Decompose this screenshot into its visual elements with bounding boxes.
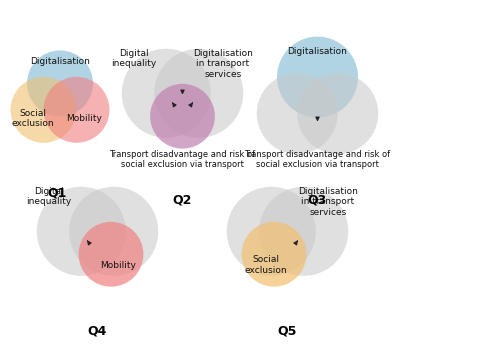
Text: Social
exclusion: Social exclusion: [11, 109, 54, 128]
Text: Digital
inequality: Digital inequality: [112, 49, 156, 68]
Text: Transport disadvantage and risk of
social exclusion via transport: Transport disadvantage and risk of socia…: [244, 150, 390, 169]
Circle shape: [78, 222, 144, 287]
Circle shape: [257, 73, 338, 154]
Circle shape: [44, 77, 110, 143]
Circle shape: [259, 187, 348, 276]
Text: Q3: Q3: [308, 194, 327, 207]
Text: Digitalisation: Digitalisation: [288, 47, 348, 56]
Circle shape: [154, 49, 243, 138]
Circle shape: [242, 222, 306, 287]
Text: Mobility: Mobility: [66, 114, 102, 123]
Text: Transport disadvantage and risk of
social exclusion via transport: Transport disadvantage and risk of socia…: [110, 150, 256, 169]
Text: Q2: Q2: [173, 194, 192, 207]
Text: Q5: Q5: [278, 325, 297, 338]
Text: Mobility: Mobility: [100, 260, 136, 269]
Circle shape: [10, 77, 76, 143]
Text: Q4: Q4: [88, 325, 107, 338]
Text: Digital
inequality: Digital inequality: [26, 187, 72, 206]
Text: Digitalisation
in transport
services: Digitalisation in transport services: [298, 187, 358, 217]
Circle shape: [297, 73, 378, 154]
Text: Digitalisation
in transport
services: Digitalisation in transport services: [193, 49, 253, 79]
Circle shape: [277, 37, 358, 118]
Text: Digitalisation: Digitalisation: [30, 57, 90, 66]
Circle shape: [36, 187, 126, 276]
Circle shape: [122, 49, 211, 138]
Text: Social
exclusion: Social exclusion: [244, 255, 287, 275]
Circle shape: [150, 84, 215, 149]
Text: Q1: Q1: [48, 187, 67, 200]
Circle shape: [69, 187, 158, 276]
Circle shape: [27, 50, 93, 116]
Circle shape: [227, 187, 316, 276]
